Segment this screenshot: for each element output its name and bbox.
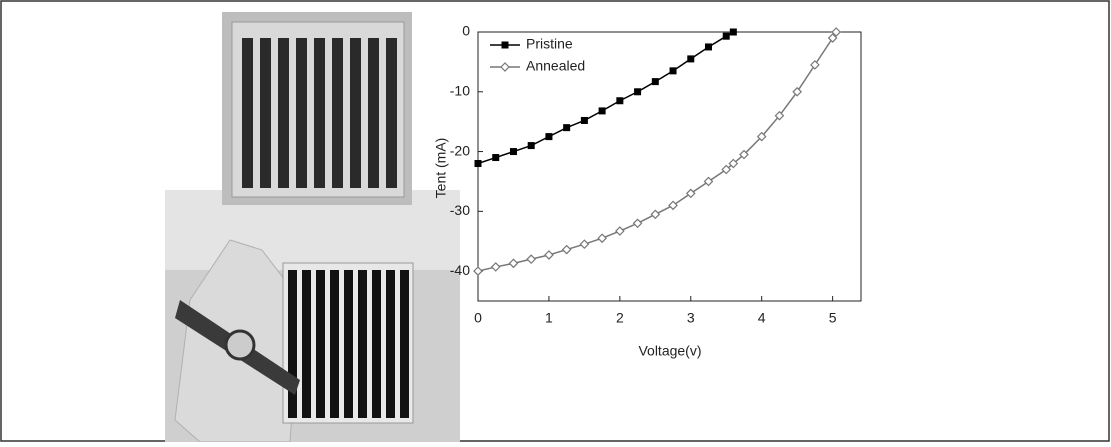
marker [651, 78, 659, 86]
marker [634, 88, 642, 96]
legend-label: Annealed [526, 58, 585, 74]
marker [774, 110, 785, 121]
marker [545, 133, 553, 141]
marker [792, 86, 803, 97]
marker [703, 176, 714, 187]
marker [685, 188, 696, 199]
y-tick-label: -20 [450, 142, 470, 158]
x-tick-label: 3 [687, 310, 695, 326]
series-line [477, 31, 734, 165]
marker [722, 32, 730, 40]
y-tick-label: -10 [450, 82, 470, 98]
marker [597, 233, 607, 244]
marker [728, 158, 739, 169]
marker [580, 116, 588, 124]
marker [650, 209, 661, 220]
marker [526, 254, 537, 265]
x-axis-label: Voltage(v) [638, 343, 701, 359]
marker [729, 28, 737, 36]
marker [561, 244, 572, 255]
marker [756, 131, 767, 142]
marker [632, 218, 643, 229]
marker [615, 226, 625, 236]
marker [810, 60, 820, 70]
marker [509, 148, 517, 156]
marker [508, 258, 519, 269]
y-tick-label: -30 [450, 202, 470, 218]
marker [474, 160, 482, 168]
marker [579, 239, 590, 250]
marker [563, 124, 571, 132]
marker [598, 107, 606, 115]
marker [616, 97, 624, 105]
marker [827, 33, 838, 43]
x-tick-label: 2 [616, 310, 624, 326]
y-tick-label: 0 [462, 23, 470, 39]
photo-cell [222, 12, 412, 205]
legend-marker [501, 41, 509, 49]
x-tick-label: 5 [829, 310, 837, 326]
marker [492, 154, 500, 162]
marker [721, 164, 732, 175]
marker [669, 67, 677, 75]
marker [705, 43, 713, 51]
marker [544, 250, 554, 260]
marker [668, 200, 678, 211]
x-tick-label: 1 [545, 310, 553, 326]
marker [490, 262, 501, 272]
chart: Tent (mA) Voltage(v) 0 -10 -20 -30 -40 0 1 2 3 4 5… [433, 23, 862, 359]
y-axis-label: Tent (mA) [433, 138, 449, 199]
marker [739, 149, 749, 160]
x-tick-label: 4 [758, 310, 766, 326]
marker [687, 55, 695, 63]
legend-label: Pristine [526, 36, 573, 52]
x-tick-label: 0 [474, 310, 482, 326]
photo-hand [165, 190, 460, 443]
y-tick-label: -40 [450, 262, 470, 278]
legend-marker [500, 62, 510, 72]
marker [831, 27, 842, 37]
marker [473, 266, 483, 276]
marker [527, 142, 535, 150]
